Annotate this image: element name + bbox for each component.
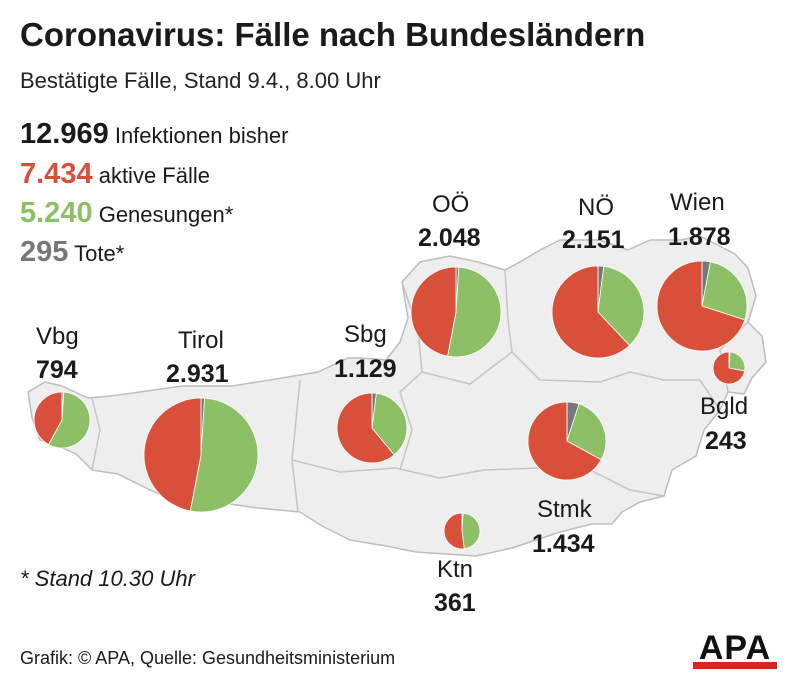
region-name-ktn: Ktn: [437, 556, 473, 583]
chart-subtitle: Bestätigte Fälle, Stand 9.4., 8.00 Uhr: [20, 68, 381, 93]
region-name-vbg: Vbg: [36, 323, 79, 350]
apa-logo-text: APA: [699, 629, 771, 667]
stat-infections-value: 12.969: [20, 118, 109, 150]
region-name-stmk: Stmk: [537, 496, 593, 523]
region-count-stmk: 1.434: [532, 530, 595, 558]
region-name-sbg: Sbg: [344, 321, 387, 348]
pie-slice-ktn-active: [443, 512, 465, 550]
region-name-tirol: Tirol: [178, 327, 224, 354]
stat-recovered: 5.240 Genesungen*: [20, 197, 233, 230]
region-count-noe: 2.151: [562, 226, 625, 254]
chart-title: Coronavirus: Fälle nach Bundesländern: [20, 16, 646, 53]
stat-recovered-label: Genesungen*: [98, 202, 234, 227]
pie-slice-stmk-active: [527, 401, 602, 481]
region-pies: [33, 260, 748, 550]
stat-active: 7.434 aktive Fälle: [20, 158, 210, 191]
region-name-bgld: Bgld: [700, 393, 748, 420]
region-count-sbg: 1.129: [334, 355, 397, 383]
footnote: * Stand 10.30 Uhr: [20, 566, 195, 591]
austria-outline: [27, 235, 767, 557]
pie-slice-sbg-active: [336, 392, 395, 464]
pie-slice-ooe-recovered: [447, 266, 502, 358]
stat-deaths-value: 295: [20, 236, 69, 268]
region-name-ooe: OÖ: [432, 191, 469, 218]
region-count-wien: 1.878: [668, 223, 731, 251]
stat-infections-label: Infektionen bisher: [114, 123, 289, 148]
pie-slice-noe-recovered: [597, 265, 645, 347]
pie-slice-sbg-recovered: [371, 392, 408, 456]
region-name-wien: Wien: [670, 189, 725, 216]
pie-slice-stmk-recovered: [566, 403, 607, 461]
region-count-ktn: 361: [434, 589, 476, 617]
region-count-ooe: 2.048: [418, 224, 481, 252]
pie-slice-ooe-active: [410, 266, 457, 357]
region-count-bgld: 243: [705, 427, 747, 455]
pie-slice-bgld-recovered: [728, 351, 746, 372]
region-name-noe: NÖ: [578, 194, 614, 221]
pie-slice-tirol-recovered: [189, 397, 259, 513]
stat-deaths-label: Tote*: [74, 241, 125, 266]
pie-slice-noe-active: [551, 265, 631, 359]
pie-slice-wien-recovered: [701, 261, 748, 321]
source-credit: Grafik: © APA, Quelle: Gesundheitsminist…: [20, 648, 396, 668]
pie-slice-vbg-active: [33, 391, 63, 446]
stat-deaths: 295 Tote*: [20, 236, 124, 269]
apa-logo-bar: [693, 662, 777, 669]
apa-logo: APA: [693, 629, 777, 669]
region-labels: Vbg 794 Tirol 2.931 Sbg 1.129 OÖ 2.048 N…: [36, 189, 748, 617]
pie-slice-tirol-active: [143, 397, 202, 512]
region-count-tirol: 2.931: [166, 360, 229, 388]
stat-recovered-value: 5.240: [20, 197, 93, 229]
region-count-vbg: 794: [36, 356, 78, 384]
pie-slice-bgld-active: [712, 351, 746, 385]
pie-slice-ktn-recovered: [461, 512, 481, 550]
pie-slice-vbg-recovered: [47, 391, 91, 449]
stat-active-value: 7.434: [20, 158, 93, 190]
stat-active-label: aktive Fälle: [98, 163, 210, 188]
stat-infections: 12.969 Infektionen bisher: [20, 118, 289, 151]
pie-slice-wien-active: [656, 260, 746, 352]
